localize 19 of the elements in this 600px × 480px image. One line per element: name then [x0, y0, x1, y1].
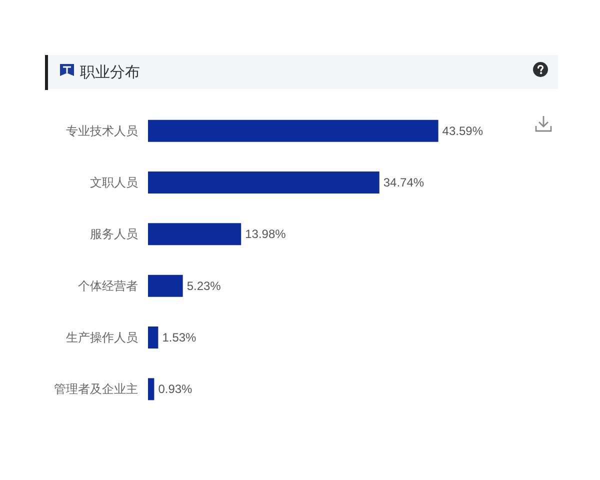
- y-tick-label: 专业技术人员: [66, 124, 138, 138]
- data-label: 43.59%: [442, 124, 484, 138]
- data-label: 1.53%: [162, 330, 197, 344]
- data-label: 5.23%: [186, 278, 222, 293]
- y-tick-label: 个体经营者: [78, 278, 138, 293]
- y-tick-label: 文职人员: [90, 176, 138, 190]
- y-tick-label: 服务人员: [90, 227, 138, 242]
- data-label: 13.98%: [245, 227, 286, 242]
- bar: [148, 223, 242, 246]
- bar: [148, 172, 380, 194]
- bar: [148, 378, 154, 400]
- bar: [148, 120, 438, 142]
- chart-title: 职业分布: [80, 62, 140, 83]
- y-tick-label: 生产操作人员: [66, 330, 138, 344]
- bar: [148, 326, 158, 348]
- bar: [148, 274, 183, 297]
- data-label: 0.93%: [158, 382, 193, 396]
- data-label: 34.74%: [383, 176, 424, 190]
- y-tick-label: 管理者及企业主: [54, 382, 138, 396]
